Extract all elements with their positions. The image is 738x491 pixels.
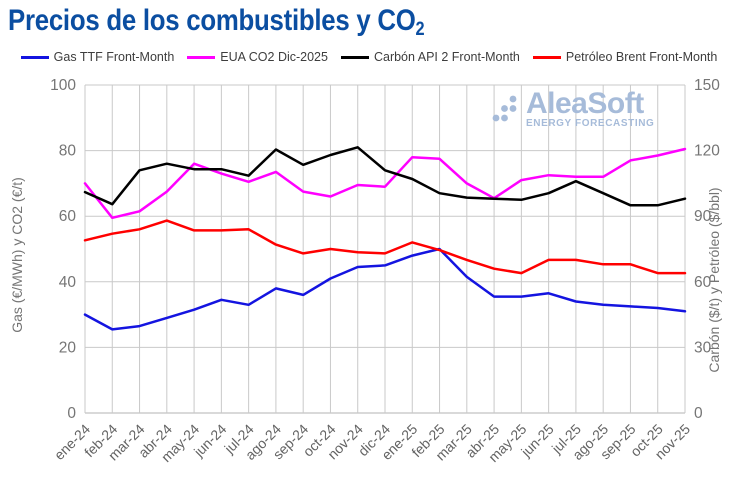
legend-swatch-carbon-api2	[340, 55, 369, 59]
carbon-api2-line	[83, 146, 687, 207]
y-axis-right-title: Carbón ($/t) y Petróleo ($/bbl)	[706, 187, 722, 372]
legend-label-eua-co2: EUA CO2 Dic-2025	[220, 50, 328, 64]
legend: Gas TTF Front-Month EUA CO2 Dic-2025 Carbó…	[0, 49, 738, 65]
y-axis-right-tick-label: 30	[694, 339, 712, 356]
y-axis-left-tick-label: 20	[59, 339, 77, 356]
chart-title: Precios de los combustibles y CO2	[8, 4, 425, 41]
gas-ttf-line	[83, 247, 687, 331]
legend-item-petroleo-brent: Petróleo Brent Front-Month	[532, 50, 718, 64]
chart-title-text: Precios de los combustibles y CO	[8, 4, 416, 37]
y-axis-right-tick-label: 60	[694, 274, 712, 291]
y-axis-left-tick-label: 80	[59, 143, 77, 160]
eua-co2-line	[83, 147, 687, 220]
legend-item-eua-co2: EUA CO2 Dic-2025	[187, 50, 328, 64]
y-axis-left-tick-label: 40	[59, 274, 77, 291]
legend-item-carbon-api2: Carbón API 2 Front-Month	[340, 50, 520, 64]
legend-swatch-eua-co2	[187, 55, 216, 59]
y-axis-left-tick-label: 100	[50, 77, 76, 94]
legend-label-petroleo-brent: Petróleo Brent Front-Month	[565, 50, 718, 64]
y-axis-right-tick-label: 90	[694, 208, 712, 225]
y-axis-left-tick-label: 60	[59, 208, 77, 225]
legend-label-carbon-api2: Carbón API 2 Front-Month	[373, 50, 520, 64]
y-axis-right-tick-label: 150	[694, 77, 720, 94]
legend-label-gas-ttf: Gas TTF Front-Month	[53, 50, 175, 64]
y-axis-right-tick-label: 120	[694, 143, 720, 160]
y-axis-left-tick-label: 0	[67, 405, 76, 422]
chart-title-subscript: 2	[415, 19, 425, 40]
petroleo-brent-line	[83, 219, 687, 275]
legend-swatch-petroleo-brent	[532, 55, 561, 59]
y-axis-left-title: Gas (€/MWh) y CO2 (€/t)	[9, 177, 25, 333]
y-axis-right-tick-label: 0	[694, 405, 703, 422]
legend-swatch-gas-ttf	[20, 55, 49, 59]
legend-item-gas-ttf: Gas TTF Front-Month	[20, 50, 175, 64]
